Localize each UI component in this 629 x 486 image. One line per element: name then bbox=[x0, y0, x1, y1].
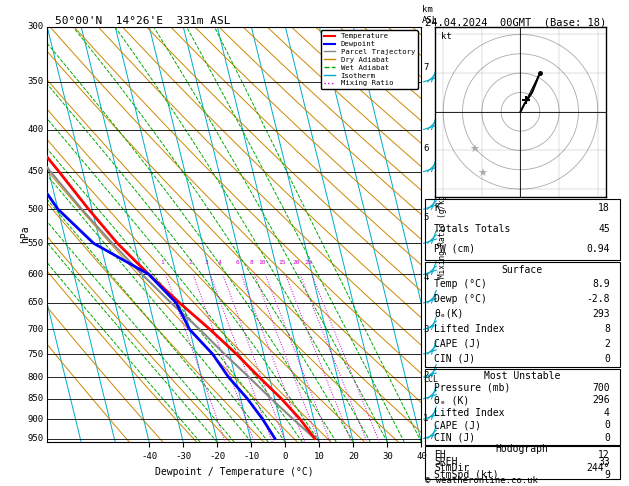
Text: 650: 650 bbox=[27, 298, 43, 308]
Text: SREH: SREH bbox=[435, 457, 458, 467]
Text: LCL: LCL bbox=[423, 375, 438, 384]
Text: Lifted Index: Lifted Index bbox=[435, 408, 505, 417]
Text: 1: 1 bbox=[160, 260, 164, 265]
Text: 8.9: 8.9 bbox=[592, 279, 610, 289]
Text: PW (cm): PW (cm) bbox=[435, 244, 476, 254]
Text: 12: 12 bbox=[598, 450, 610, 460]
Text: 4: 4 bbox=[423, 273, 429, 282]
Text: CAPE (J): CAPE (J) bbox=[435, 339, 481, 349]
Text: 700: 700 bbox=[27, 325, 43, 334]
Text: 1: 1 bbox=[423, 414, 429, 423]
Text: 9: 9 bbox=[604, 470, 610, 480]
Text: Temp (°C): Temp (°C) bbox=[435, 279, 487, 289]
Text: 550: 550 bbox=[27, 239, 43, 248]
Text: 850: 850 bbox=[27, 394, 43, 403]
Text: 2: 2 bbox=[423, 371, 429, 380]
Text: kt: kt bbox=[440, 32, 451, 41]
Text: 33: 33 bbox=[598, 457, 610, 467]
X-axis label: Dewpoint / Temperature (°C): Dewpoint / Temperature (°C) bbox=[155, 467, 314, 477]
Text: 3: 3 bbox=[423, 325, 429, 334]
Text: 600: 600 bbox=[27, 270, 43, 279]
Text: StmDir: StmDir bbox=[435, 464, 470, 473]
Text: 700: 700 bbox=[592, 382, 610, 393]
Text: 50°00'N  14°26'E  331m ASL: 50°00'N 14°26'E 331m ASL bbox=[55, 16, 230, 26]
Text: 8: 8 bbox=[604, 324, 610, 334]
Text: θₑ(K): θₑ(K) bbox=[435, 309, 464, 319]
Text: ★: ★ bbox=[469, 145, 479, 156]
Text: CIN (J): CIN (J) bbox=[435, 433, 476, 443]
Text: 10: 10 bbox=[258, 260, 265, 265]
Text: 800: 800 bbox=[27, 373, 43, 382]
Text: 300: 300 bbox=[27, 22, 43, 31]
Text: 0.94: 0.94 bbox=[586, 244, 610, 254]
Text: ★: ★ bbox=[477, 169, 487, 179]
Text: 24.04.2024  00GMT  (Base: 18): 24.04.2024 00GMT (Base: 18) bbox=[425, 17, 606, 27]
Text: 0: 0 bbox=[604, 433, 610, 443]
Text: 296: 296 bbox=[592, 395, 610, 405]
Text: Most Unstable: Most Unstable bbox=[484, 371, 560, 381]
Text: 45: 45 bbox=[598, 224, 610, 234]
Text: km
ASL: km ASL bbox=[422, 5, 438, 25]
Text: 450: 450 bbox=[27, 167, 43, 176]
Text: 0: 0 bbox=[604, 354, 610, 364]
Text: 400: 400 bbox=[27, 125, 43, 134]
Text: hPa: hPa bbox=[19, 226, 30, 243]
Text: 20: 20 bbox=[292, 260, 300, 265]
Text: Totals Totals: Totals Totals bbox=[435, 224, 511, 234]
Text: 244°: 244° bbox=[586, 464, 610, 473]
Text: 2: 2 bbox=[188, 260, 192, 265]
Text: 0: 0 bbox=[604, 420, 610, 430]
Text: Pressure (mb): Pressure (mb) bbox=[435, 382, 511, 393]
Text: 15: 15 bbox=[278, 260, 286, 265]
Text: 293: 293 bbox=[592, 309, 610, 319]
Text: © weatheronline.co.uk: © weatheronline.co.uk bbox=[425, 475, 537, 485]
Text: StmSpd (kt): StmSpd (kt) bbox=[435, 470, 499, 480]
Text: 500: 500 bbox=[27, 205, 43, 214]
Text: 5: 5 bbox=[423, 213, 429, 222]
Text: Surface: Surface bbox=[501, 265, 543, 275]
Text: 6: 6 bbox=[423, 144, 429, 153]
Text: 8: 8 bbox=[249, 260, 253, 265]
Text: θₑ (K): θₑ (K) bbox=[435, 395, 470, 405]
Text: 750: 750 bbox=[27, 349, 43, 359]
Text: 4: 4 bbox=[218, 260, 221, 265]
Text: -2.8: -2.8 bbox=[586, 294, 610, 304]
Text: Mixing Ratio (g/kg): Mixing Ratio (g/kg) bbox=[438, 191, 447, 278]
Text: Hodograph: Hodograph bbox=[496, 444, 548, 454]
Text: 950: 950 bbox=[27, 434, 43, 443]
Text: 3: 3 bbox=[205, 260, 209, 265]
Text: CIN (J): CIN (J) bbox=[435, 354, 476, 364]
Text: Lifted Index: Lifted Index bbox=[435, 324, 505, 334]
Text: CAPE (J): CAPE (J) bbox=[435, 420, 481, 430]
Text: Dewp (°C): Dewp (°C) bbox=[435, 294, 487, 304]
Text: 7: 7 bbox=[423, 63, 429, 72]
Text: 25: 25 bbox=[304, 260, 312, 265]
Text: 18: 18 bbox=[598, 203, 610, 213]
Text: 4: 4 bbox=[604, 408, 610, 417]
Text: 2: 2 bbox=[604, 339, 610, 349]
Text: EH: EH bbox=[435, 450, 446, 460]
Text: K: K bbox=[435, 203, 440, 213]
Legend: Temperature, Dewpoint, Parcel Trajectory, Dry Adiabat, Wet Adiabat, Isotherm, Mi: Temperature, Dewpoint, Parcel Trajectory… bbox=[321, 30, 418, 89]
Text: 900: 900 bbox=[27, 415, 43, 424]
Text: 350: 350 bbox=[27, 77, 43, 87]
Text: 6: 6 bbox=[236, 260, 240, 265]
